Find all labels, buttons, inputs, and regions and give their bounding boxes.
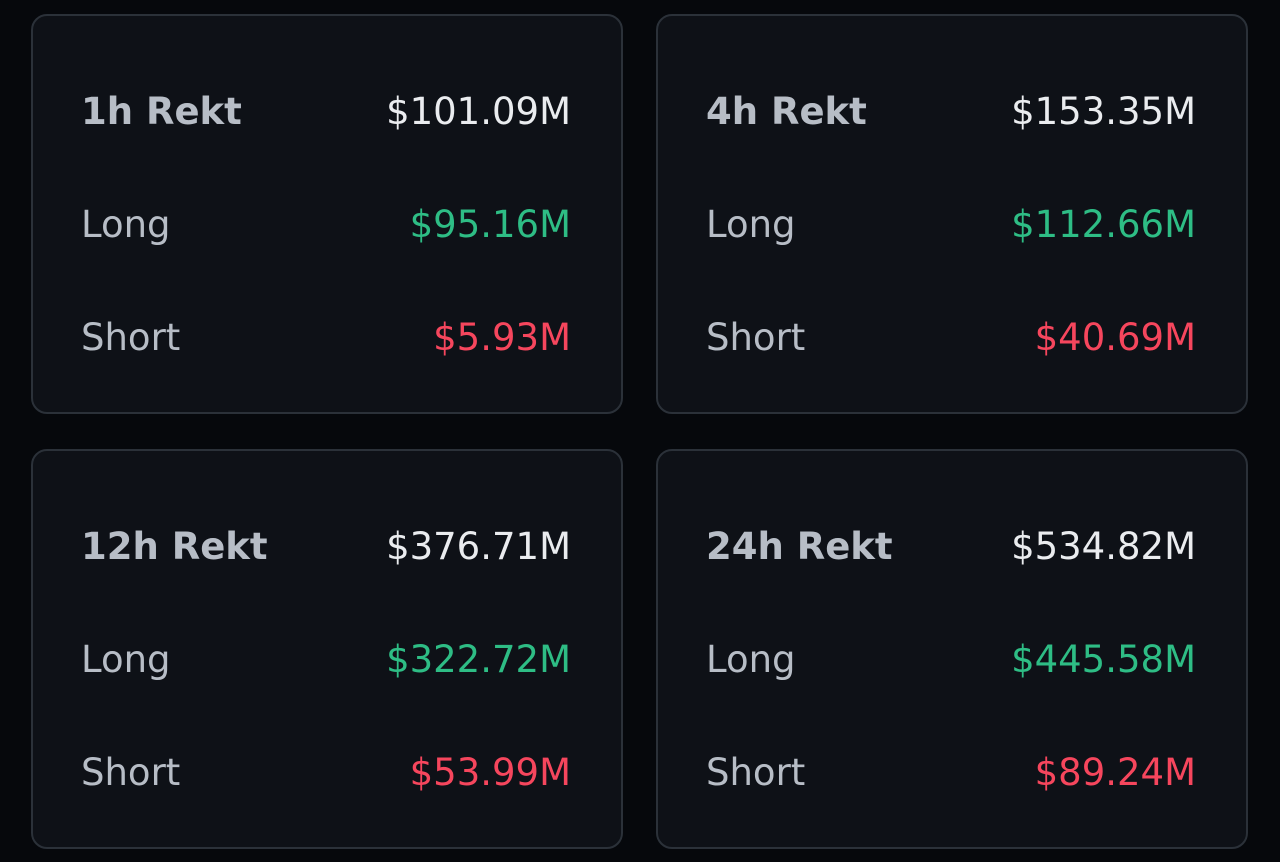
long-value: $322.72M <box>386 638 571 681</box>
rekt-card-24h: 24h Rekt $534.82M Long $445.58M Short $8… <box>656 449 1248 849</box>
long-value: $95.16M <box>409 203 571 246</box>
long-label: Long <box>706 203 796 246</box>
short-row: Short $89.24M <box>706 749 1196 797</box>
card-title: 24h Rekt <box>706 525 893 568</box>
long-row: Long $112.66M <box>706 201 1196 249</box>
short-value: $89.24M <box>1034 751 1196 794</box>
total-value: $376.71M <box>386 525 571 568</box>
total-value: $534.82M <box>1011 525 1196 568</box>
short-label: Short <box>81 316 181 359</box>
card-title: 1h Rekt <box>81 90 242 133</box>
short-row: Short $53.99M <box>81 749 571 797</box>
long-label: Long <box>706 638 796 681</box>
short-row: Short $5.93M <box>81 314 571 362</box>
rekt-card-12h: 12h Rekt $376.71M Long $322.72M Short $5… <box>31 449 623 849</box>
total-row: 12h Rekt $376.71M <box>81 523 571 571</box>
long-value: $112.66M <box>1011 203 1196 246</box>
short-label: Short <box>706 316 806 359</box>
long-row: Long $445.58M <box>706 636 1196 684</box>
short-value: $5.93M <box>433 316 571 359</box>
long-label: Long <box>81 203 171 246</box>
total-row: 24h Rekt $534.82M <box>706 523 1196 571</box>
long-row: Long $322.72M <box>81 636 571 684</box>
short-value: $53.99M <box>409 751 571 794</box>
long-row: Long $95.16M <box>81 201 571 249</box>
rekt-card-1h: 1h Rekt $101.09M Long $95.16M Short $5.9… <box>31 14 623 414</box>
card-title: 12h Rekt <box>81 525 268 568</box>
rekt-card-4h: 4h Rekt $153.35M Long $112.66M Short $40… <box>656 14 1248 414</box>
short-row: Short $40.69M <box>706 314 1196 362</box>
short-value: $40.69M <box>1034 316 1196 359</box>
short-label: Short <box>706 751 806 794</box>
long-label: Long <box>81 638 171 681</box>
total-row: 4h Rekt $153.35M <box>706 88 1196 136</box>
card-title: 4h Rekt <box>706 90 867 133</box>
total-value: $153.35M <box>1011 90 1196 133</box>
total-value: $101.09M <box>386 90 571 133</box>
long-value: $445.58M <box>1011 638 1196 681</box>
short-label: Short <box>81 751 181 794</box>
total-row: 1h Rekt $101.09M <box>81 88 571 136</box>
